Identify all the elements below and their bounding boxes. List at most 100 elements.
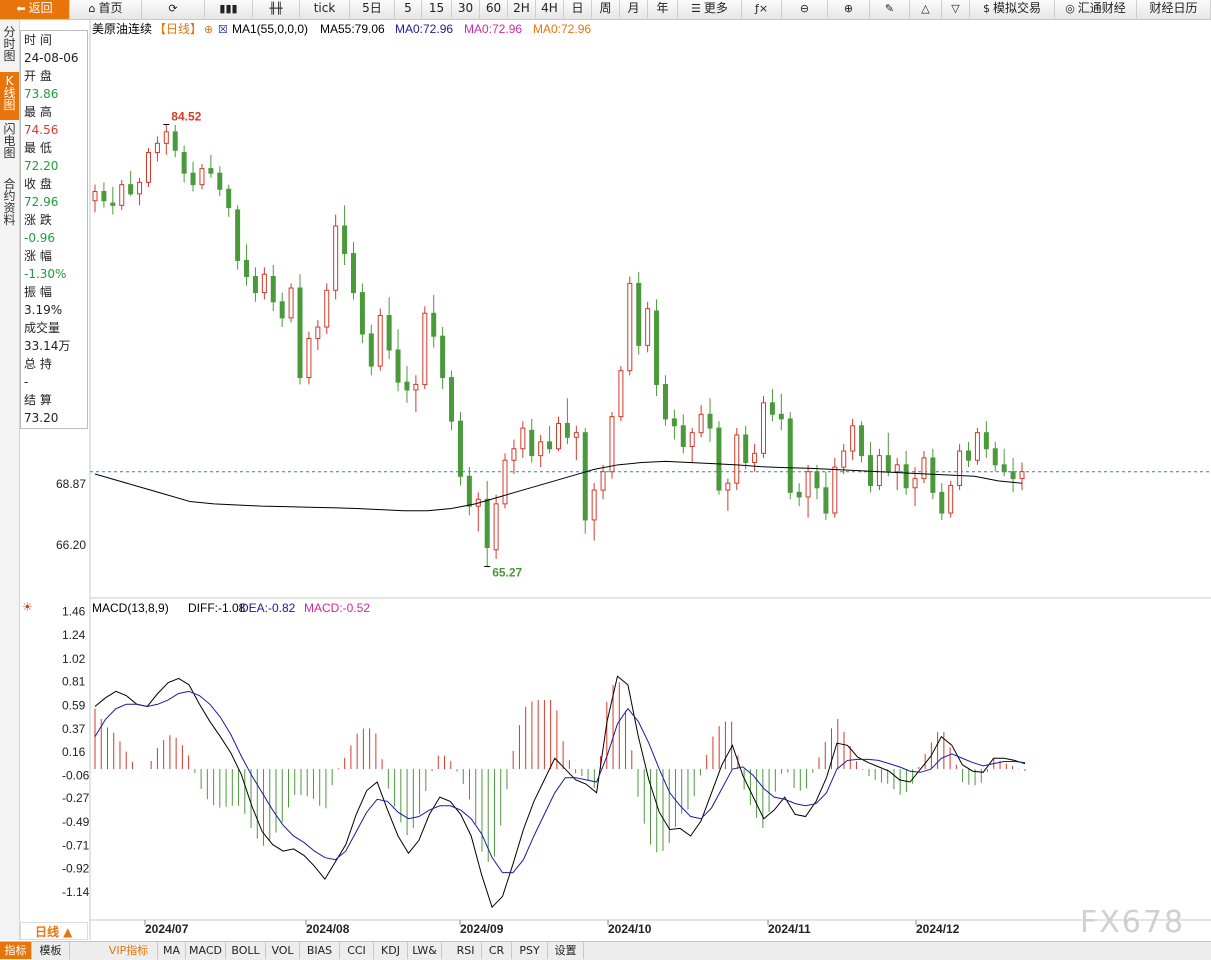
candle-body <box>279 301 285 319</box>
macd-settings-icon: ☀ <box>22 600 33 614</box>
indicator-tab-CCI[interactable]: CCI <box>340 942 374 959</box>
period-daily-tag[interactable]: 日线 ▲ <box>20 922 88 940</box>
toolbar-home-button[interactable]: ⌂ 首页 <box>70 0 142 19</box>
candle-body <box>538 441 544 457</box>
candle-body <box>573 432 579 438</box>
indicator-tab-MA[interactable]: MA <box>158 942 186 959</box>
ma-params: MA1(55,0,0,0) <box>232 22 308 36</box>
candle-body <box>449 377 455 422</box>
toolbar-m15-button[interactable]: 15 <box>422 0 452 19</box>
indicator-tab-BOLL[interactable]: BOLL <box>226 942 266 959</box>
indicator-tab-CR[interactable]: CR <box>482 942 512 959</box>
indicator-tab-VIP指标[interactable]: VIP指标 <box>100 942 158 959</box>
indicator-tab-VOL[interactable]: VOL <box>266 942 300 959</box>
candle-body <box>226 188 232 209</box>
top-toolbar: ⬅ 返回 ⌂ 首页 ⟳ ▮▮▮ ╫╫ tick 5日 5 15 30 60 2H 4H 日周月年 ☰ 更多 ƒ× ⊖ ⊕… <box>0 0 1211 20</box>
toolbar-day-label: 日 <box>571 1 584 15</box>
candle-body <box>769 402 775 415</box>
candle-body <box>591 489 597 521</box>
indicator-tab-模板[interactable]: 模板 <box>32 942 70 959</box>
toolbar-candle-button[interactable]: ╫╫ <box>253 0 300 19</box>
indicator-tab-设置[interactable]: 设置 <box>548 942 584 959</box>
candle-body <box>333 225 339 291</box>
toolbar-m30-button[interactable]: 30 <box>452 0 480 19</box>
toolbar-chart-button[interactable]: ▮▮▮ <box>205 0 253 19</box>
indicator-tab-指标[interactable]: 指标 <box>0 942 32 959</box>
candle-body <box>680 425 686 447</box>
macd-diff: DIFF:-1.08 <box>188 601 246 615</box>
toolbar-h4-button[interactable]: 4H <box>536 0 564 19</box>
macd-tick-label: -0.71 <box>62 839 90 853</box>
candle-body <box>137 181 143 195</box>
candle-body <box>636 282 642 346</box>
macd-tick-label: 0.37 <box>62 722 86 736</box>
indicator-tab-LW&[interactable]: LW& <box>408 942 442 959</box>
extreme-label: 65.27 <box>492 566 522 580</box>
toolbar-h2-button[interactable]: 2H <box>508 0 536 19</box>
candle-body <box>359 292 365 335</box>
more-icon: ☰ <box>691 2 701 15</box>
toolbar-draw-button[interactable]: ✎ <box>870 0 910 19</box>
toolbar-tick-button[interactable]: tick <box>300 0 350 19</box>
toolbar-home-label: 首页 <box>98 1 123 15</box>
side-tab-2[interactable]: 闪电图 <box>3 122 16 160</box>
toolbar-zoomin-button[interactable]: ⊕ <box>828 0 870 19</box>
macd-tick-label: 0.59 <box>62 698 86 712</box>
macd-tick-label: -0.06 <box>62 769 90 783</box>
candle-body <box>698 413 704 434</box>
candle-body <box>618 370 624 418</box>
candle-body <box>484 498 490 548</box>
toolbar-year-button[interactable]: 年 <box>648 0 678 19</box>
candle-body <box>564 422 570 438</box>
header-0: 美原油连续 <box>92 21 152 36</box>
candle-body <box>876 455 882 486</box>
toolbar-month-button[interactable]: 月 <box>620 0 648 19</box>
indicator-tab-BIAS[interactable]: BIAS <box>300 942 340 959</box>
side-tab-0[interactable]: 分时图 <box>3 25 16 63</box>
toolbar-fx-button[interactable]: ƒ× <box>742 0 782 19</box>
candle-body <box>966 450 972 461</box>
info-label: 涨 幅 <box>24 249 52 263</box>
candle-body <box>199 168 205 186</box>
info-label: 最 低 <box>24 141 52 155</box>
toolbar-sim-button[interactable]: $ 模拟交易 <box>970 0 1055 19</box>
candle-body <box>707 413 713 429</box>
info-value: 72.20 <box>24 159 59 173</box>
toolbar-back-button[interactable]: ⬅ 返回 <box>0 0 70 19</box>
price-tick-label: 68.87 <box>56 477 86 491</box>
extreme-label: 84.52 <box>171 110 201 124</box>
toolbar-more-button[interactable]: ☰ 更多 <box>678 0 742 19</box>
toolbar-zoomout-button[interactable]: ⊖ <box>782 0 828 19</box>
time-tick-label: 2024/11 <box>768 922 811 936</box>
toolbar-5day-button[interactable]: 5日 <box>350 0 395 19</box>
indicator-tab-KDJ[interactable]: KDJ <box>374 942 408 959</box>
period-daily-label: 日线 ▲ <box>35 925 73 939</box>
toolbar-m5-button[interactable]: 5 <box>395 0 422 19</box>
info-label: 成交量 <box>24 321 61 335</box>
indicator-tab-MACD[interactable]: MACD <box>186 942 226 959</box>
indicator-tab-PSY[interactable]: PSY <box>512 942 548 959</box>
toolbar-refresh-button[interactable]: ⟳ <box>142 0 205 19</box>
candle-body <box>903 464 909 489</box>
time-tick-label: 2024/07 <box>145 922 189 936</box>
toolbar-m60-button[interactable]: 60 <box>480 0 508 19</box>
candle-body <box>885 455 891 473</box>
info-value: -0.96 <box>24 231 56 245</box>
candle-body <box>805 471 811 498</box>
kline-chart[interactable]: 美原油连续 【日线】 ⊕ ☒ MA1(55,0,0,0) MA55:79.06 MA0:72… <box>0 0 1211 940</box>
info-value: 72.96 <box>24 195 59 209</box>
toolbar-huitong-button[interactable]: ◎ 汇通财经 <box>1055 0 1137 19</box>
toolbar-down-button[interactable]: ▽ <box>942 0 970 19</box>
time-tick-label: 2024/09 <box>460 922 504 936</box>
toolbar-up-button[interactable]: △ <box>910 0 942 19</box>
indicator-tab-RSI[interactable]: RSI <box>450 942 482 959</box>
info-value: 3.19% <box>24 303 63 317</box>
toolbar-day-button[interactable]: 日 <box>564 0 592 19</box>
candle-body <box>992 448 998 466</box>
candle-body <box>297 287 303 379</box>
info-value: 74.56 <box>24 123 59 137</box>
side-tab-3[interactable]: 合约资料 <box>3 177 16 227</box>
toolbar-week-button[interactable]: 周 <box>592 0 620 19</box>
